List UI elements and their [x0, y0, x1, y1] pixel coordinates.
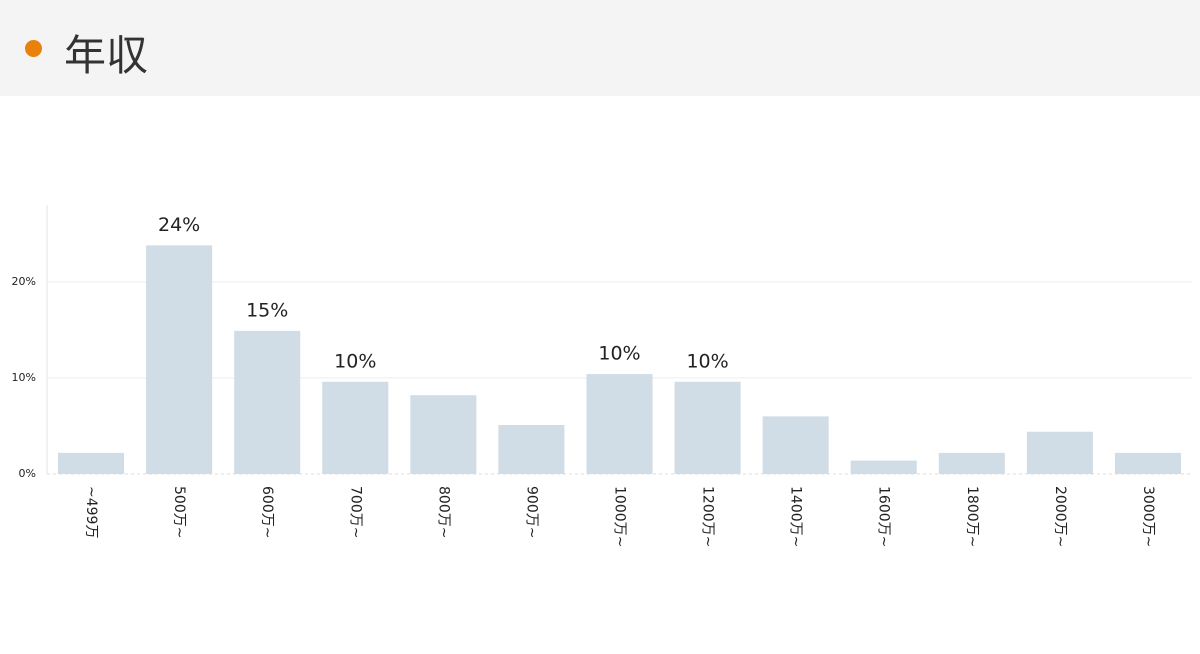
value-label: 10%	[686, 350, 728, 372]
bar	[850, 460, 917, 474]
section-title: 年収	[64, 31, 149, 80]
bar	[1026, 431, 1093, 474]
value-label: 24%	[158, 214, 200, 236]
x-tick-label: 500万~	[171, 486, 187, 538]
bar	[498, 425, 565, 474]
bar	[938, 452, 1005, 474]
x-tick-label: 600万~	[259, 486, 275, 538]
y-tick-label: 20%	[12, 275, 36, 288]
bar	[322, 381, 389, 474]
bar	[762, 416, 829, 474]
bar	[234, 330, 301, 474]
x-tick-label: 3000万~	[1140, 486, 1156, 547]
x-tick-label: 800万~	[435, 486, 451, 538]
bar	[1114, 452, 1181, 474]
bar	[58, 452, 125, 474]
x-tick-label: 1400万~	[788, 486, 804, 547]
y-tick-label: 10%	[12, 371, 36, 384]
header: 年収	[0, 0, 1200, 96]
x-tick-label: 2000万~	[1052, 486, 1068, 547]
x-tick-label: ~499万	[83, 486, 99, 538]
bar	[410, 395, 477, 474]
value-label: 10%	[598, 343, 640, 365]
bar	[586, 374, 653, 474]
x-tick-label: 900万~	[523, 486, 539, 538]
y-tick-label: 0%	[19, 467, 36, 480]
bar	[674, 381, 741, 474]
x-tick-label: 1600万~	[876, 486, 892, 547]
bar	[146, 245, 213, 474]
bullet-icon	[25, 40, 42, 57]
x-tick-label: 1800万~	[964, 486, 980, 547]
x-tick-label: 1200万~	[700, 486, 716, 547]
x-tick-label: 1000万~	[612, 486, 628, 547]
x-tick-label: 700万~	[347, 486, 363, 538]
chart: 0% 10% 20% ~499万 500万~ 24% 600万~ 15% 700万~ 10% 800…	[12, 205, 1192, 547]
value-label: 15%	[246, 299, 288, 321]
value-label: 10%	[334, 350, 376, 372]
